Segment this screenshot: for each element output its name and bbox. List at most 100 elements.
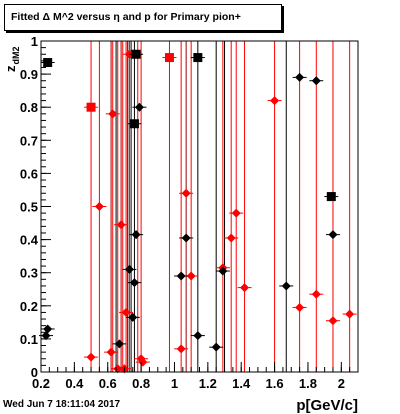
data-point bbox=[127, 119, 142, 129]
diamond-marker bbox=[270, 96, 280, 106]
data-point bbox=[309, 289, 324, 299]
chart-title: Fitted Δ M^2 versus η and p for Primary … bbox=[11, 11, 241, 23]
y-tick-label: 1 bbox=[31, 34, 38, 49]
diamond-marker bbox=[121, 307, 131, 317]
data-point bbox=[229, 208, 244, 218]
y-tick-label: 0.7 bbox=[20, 133, 38, 148]
y-tick-label: 0.3 bbox=[20, 266, 38, 281]
diamond-marker bbox=[231, 208, 241, 218]
plot-frame bbox=[40, 40, 359, 373]
footer-date: Wed Jun 7 18:11:04 2017 bbox=[3, 399, 121, 410]
data-point bbox=[84, 102, 99, 112]
square-marker bbox=[129, 119, 139, 129]
diamond-marker bbox=[218, 266, 228, 276]
diamond-marker bbox=[281, 281, 291, 291]
data-point bbox=[209, 342, 224, 352]
y-tick-label: 0 bbox=[31, 365, 38, 380]
data-point bbox=[179, 188, 194, 198]
data-point bbox=[119, 307, 134, 317]
data-point bbox=[324, 192, 339, 202]
diamond-marker bbox=[181, 188, 191, 198]
diamond-marker bbox=[138, 357, 148, 367]
x-tick-label: 1.8 bbox=[299, 376, 317, 391]
diamond-marker bbox=[311, 76, 321, 86]
square-marker bbox=[326, 192, 336, 202]
diamond-marker bbox=[186, 271, 196, 281]
data-point bbox=[132, 102, 147, 112]
square-marker bbox=[86, 102, 96, 112]
diamond-marker bbox=[176, 271, 186, 281]
axis-labels: p[GeV/c] zdM2 bbox=[3, 47, 358, 414]
x-tick-label: 1.2 bbox=[199, 376, 217, 391]
y-tick-label: 0.6 bbox=[20, 166, 38, 181]
x-tick-label: 0.8 bbox=[132, 376, 150, 391]
diamond-marker bbox=[129, 278, 139, 288]
y-tick-label: 0.2 bbox=[20, 299, 38, 314]
y-tick-label: 0.1 bbox=[20, 332, 38, 347]
y-tick-label: 0.8 bbox=[20, 100, 38, 115]
title-box: Fitted Δ M^2 versus η and p for Primary … bbox=[4, 4, 282, 31]
data-point bbox=[129, 230, 144, 240]
x-axis-label: p[GeV/c] bbox=[296, 397, 358, 414]
x-axis-ticks: 0.2 0.4 0.6 0.8 1 1.2 1.4 1.6 1.8 2 bbox=[32, 362, 359, 391]
square-marker bbox=[193, 53, 203, 63]
diamond-marker bbox=[181, 233, 191, 243]
data-point bbox=[325, 316, 340, 326]
data-point bbox=[292, 72, 307, 82]
data-point bbox=[104, 347, 119, 357]
data-point bbox=[224, 233, 239, 243]
data-point bbox=[40, 324, 55, 334]
diamond-marker bbox=[328, 316, 338, 326]
diamond-marker bbox=[345, 309, 355, 319]
data-point bbox=[325, 230, 340, 240]
data-point bbox=[40, 58, 55, 68]
diamond-marker bbox=[211, 342, 221, 352]
data-point bbox=[105, 109, 120, 119]
data-point bbox=[309, 76, 324, 86]
data-points bbox=[39, 49, 357, 374]
diamond-marker bbox=[124, 264, 134, 274]
diamond-marker bbox=[131, 230, 141, 240]
x-tick-label: 1.6 bbox=[266, 376, 284, 391]
diamond-marker bbox=[134, 102, 144, 112]
data-point bbox=[215, 266, 230, 276]
diamond-marker bbox=[116, 220, 126, 230]
y-tick-label: 0.9 bbox=[20, 67, 38, 82]
vertical-lines bbox=[90, 41, 351, 372]
data-point bbox=[267, 96, 282, 106]
data-point bbox=[190, 331, 205, 341]
diamond-marker bbox=[311, 289, 321, 299]
diamond-marker bbox=[128, 312, 138, 322]
x-tick-label: 1 bbox=[171, 376, 178, 391]
y-tick-label: 0.4 bbox=[20, 233, 39, 248]
y-axis-ticks: 0 0.1 0.2 0.3 0.4 0.5 0.6 0.7 0.8 0.9 1 bbox=[20, 34, 51, 380]
data-point bbox=[292, 302, 307, 312]
data-point bbox=[174, 344, 189, 354]
square-marker bbox=[131, 49, 141, 59]
data-point bbox=[237, 283, 252, 293]
diamond-marker bbox=[108, 109, 118, 119]
data-point bbox=[112, 339, 127, 349]
data-point bbox=[179, 233, 194, 243]
y-tick-label: 0.5 bbox=[20, 200, 38, 215]
diamond-marker bbox=[86, 352, 96, 362]
diamond-marker bbox=[328, 230, 338, 240]
data-point bbox=[135, 357, 150, 367]
diamond-marker bbox=[94, 202, 104, 211]
data-point bbox=[129, 49, 144, 59]
x-tick-label: 2 bbox=[338, 376, 345, 391]
y-axis-label: zdM2 bbox=[3, 47, 21, 73]
data-point bbox=[92, 202, 107, 211]
diamond-marker bbox=[176, 344, 186, 354]
frame bbox=[40, 40, 359, 373]
data-point bbox=[279, 281, 294, 291]
diamond-marker bbox=[226, 233, 236, 243]
data-point bbox=[122, 264, 137, 274]
diamond-marker bbox=[193, 331, 203, 341]
square-marker bbox=[164, 53, 174, 63]
data-point bbox=[127, 278, 142, 288]
diamond-marker bbox=[114, 339, 124, 349]
diamond-marker bbox=[106, 347, 116, 357]
